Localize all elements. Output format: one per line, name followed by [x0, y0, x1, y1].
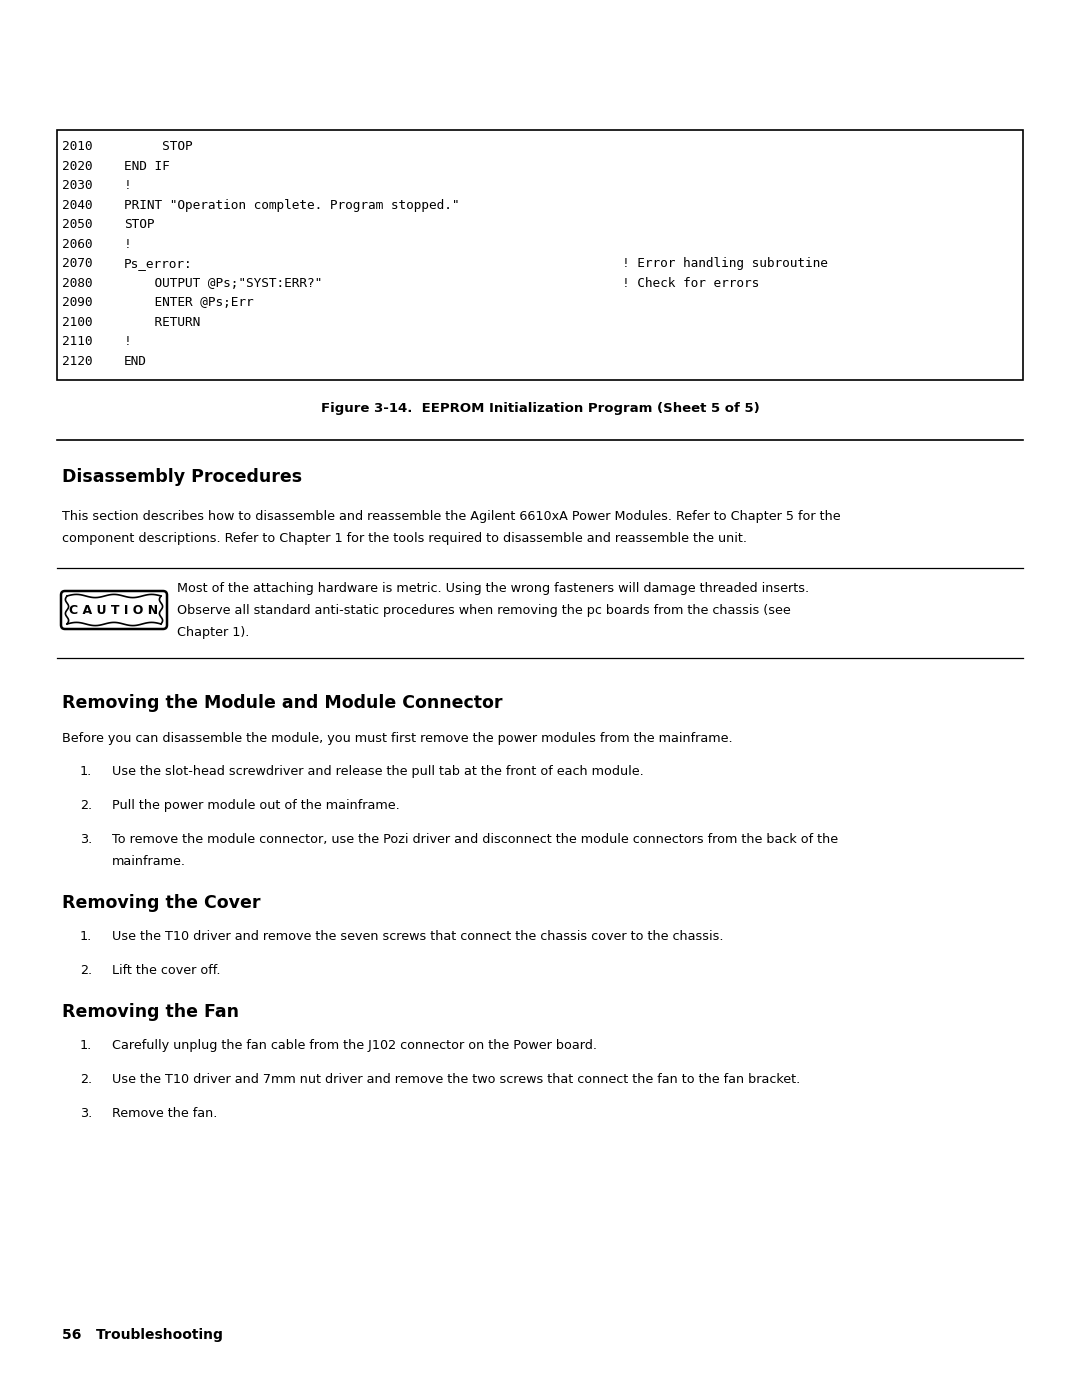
Text: 1.: 1.	[80, 766, 92, 778]
Text: Carefully unplug the fan cable from the J102 connector on the Power board.: Carefully unplug the fan cable from the …	[112, 1039, 597, 1052]
Text: 2040: 2040	[62, 198, 93, 211]
Text: END IF: END IF	[124, 159, 170, 172]
Text: Figure 3-14.  EEPROM Initialization Program (Sheet 5 of 5): Figure 3-14. EEPROM Initialization Progr…	[321, 402, 759, 415]
Text: ! Error handling subroutine: ! Error handling subroutine	[622, 257, 828, 270]
Text: 2010: 2010	[62, 140, 93, 154]
Text: 2.: 2.	[80, 964, 92, 977]
Text: 2090: 2090	[62, 296, 93, 309]
Text: 3.: 3.	[80, 1106, 92, 1120]
Text: This section describes how to disassemble and reassemble the Agilent 6610xA Powe: This section describes how to disassembl…	[62, 510, 840, 522]
Text: Removing the Fan: Removing the Fan	[62, 1003, 239, 1021]
Text: !: !	[124, 179, 132, 191]
Text: OUTPUT @Ps;"SYST:ERR?": OUTPUT @Ps;"SYST:ERR?"	[124, 277, 322, 289]
Text: 2.: 2.	[80, 799, 92, 812]
Text: STOP: STOP	[124, 140, 192, 154]
Text: C A U T I O N: C A U T I O N	[69, 604, 159, 616]
FancyBboxPatch shape	[57, 130, 1023, 380]
Text: 2080: 2080	[62, 277, 93, 289]
Text: Removing the Cover: Removing the Cover	[62, 894, 260, 912]
Text: To remove the module connector, use the Pozi driver and disconnect the module co: To remove the module connector, use the …	[112, 833, 838, 847]
Text: RETURN: RETURN	[124, 316, 200, 328]
Text: component descriptions. Refer to Chapter 1 for the tools required to disassemble: component descriptions. Refer to Chapter…	[62, 532, 747, 545]
Text: !: !	[124, 237, 132, 250]
Text: 1.: 1.	[80, 930, 92, 943]
Text: Chapter 1).: Chapter 1).	[177, 626, 249, 638]
Text: Lift the cover off.: Lift the cover off.	[112, 964, 220, 977]
Text: Ps_error:: Ps_error:	[124, 257, 192, 270]
Text: PRINT "Operation complete. Program stopped.": PRINT "Operation complete. Program stopp…	[124, 198, 459, 211]
Text: Use the slot-head screwdriver and release the pull tab at the front of each modu: Use the slot-head screwdriver and releas…	[112, 766, 644, 778]
Text: 2020: 2020	[62, 159, 93, 172]
Text: Use the T10 driver and remove the seven screws that connect the chassis cover to: Use the T10 driver and remove the seven …	[112, 930, 724, 943]
Text: Before you can disassemble the module, you must first remove the power modules f: Before you can disassemble the module, y…	[62, 732, 732, 745]
Text: 2050: 2050	[62, 218, 93, 231]
Text: Use the T10 driver and 7mm nut driver and remove the two screws that connect the: Use the T10 driver and 7mm nut driver an…	[112, 1073, 800, 1085]
Text: ENTER @Ps;Err: ENTER @Ps;Err	[124, 296, 254, 309]
Text: 2.: 2.	[80, 1073, 92, 1085]
Text: ! Check for errors: ! Check for errors	[622, 277, 759, 289]
Text: 2030: 2030	[62, 179, 93, 191]
Text: 56   Troubleshooting: 56 Troubleshooting	[62, 1329, 222, 1343]
Text: 2060: 2060	[62, 237, 93, 250]
FancyBboxPatch shape	[65, 595, 163, 624]
Text: Pull the power module out of the mainframe.: Pull the power module out of the mainfra…	[112, 799, 400, 812]
Text: 2070: 2070	[62, 257, 93, 270]
Text: Remove the fan.: Remove the fan.	[112, 1106, 217, 1120]
Text: Most of the attaching hardware is metric. Using the wrong fasteners will damage : Most of the attaching hardware is metric…	[177, 583, 809, 595]
Text: Removing the Module and Module Connector: Removing the Module and Module Connector	[62, 694, 502, 712]
Text: END: END	[124, 355, 147, 367]
Text: 2110: 2110	[62, 335, 93, 348]
Text: 2100: 2100	[62, 316, 93, 328]
Text: Observe all standard anti-static procedures when removing the pc boards from the: Observe all standard anti-static procedu…	[177, 604, 791, 617]
Text: 1.: 1.	[80, 1039, 92, 1052]
Text: mainframe.: mainframe.	[112, 855, 186, 868]
Text: STOP: STOP	[124, 218, 154, 231]
Text: Disassembly Procedures: Disassembly Procedures	[62, 468, 302, 486]
Text: 2120: 2120	[62, 355, 93, 367]
Text: 3.: 3.	[80, 833, 92, 847]
FancyBboxPatch shape	[60, 591, 167, 629]
Text: !: !	[124, 335, 132, 348]
